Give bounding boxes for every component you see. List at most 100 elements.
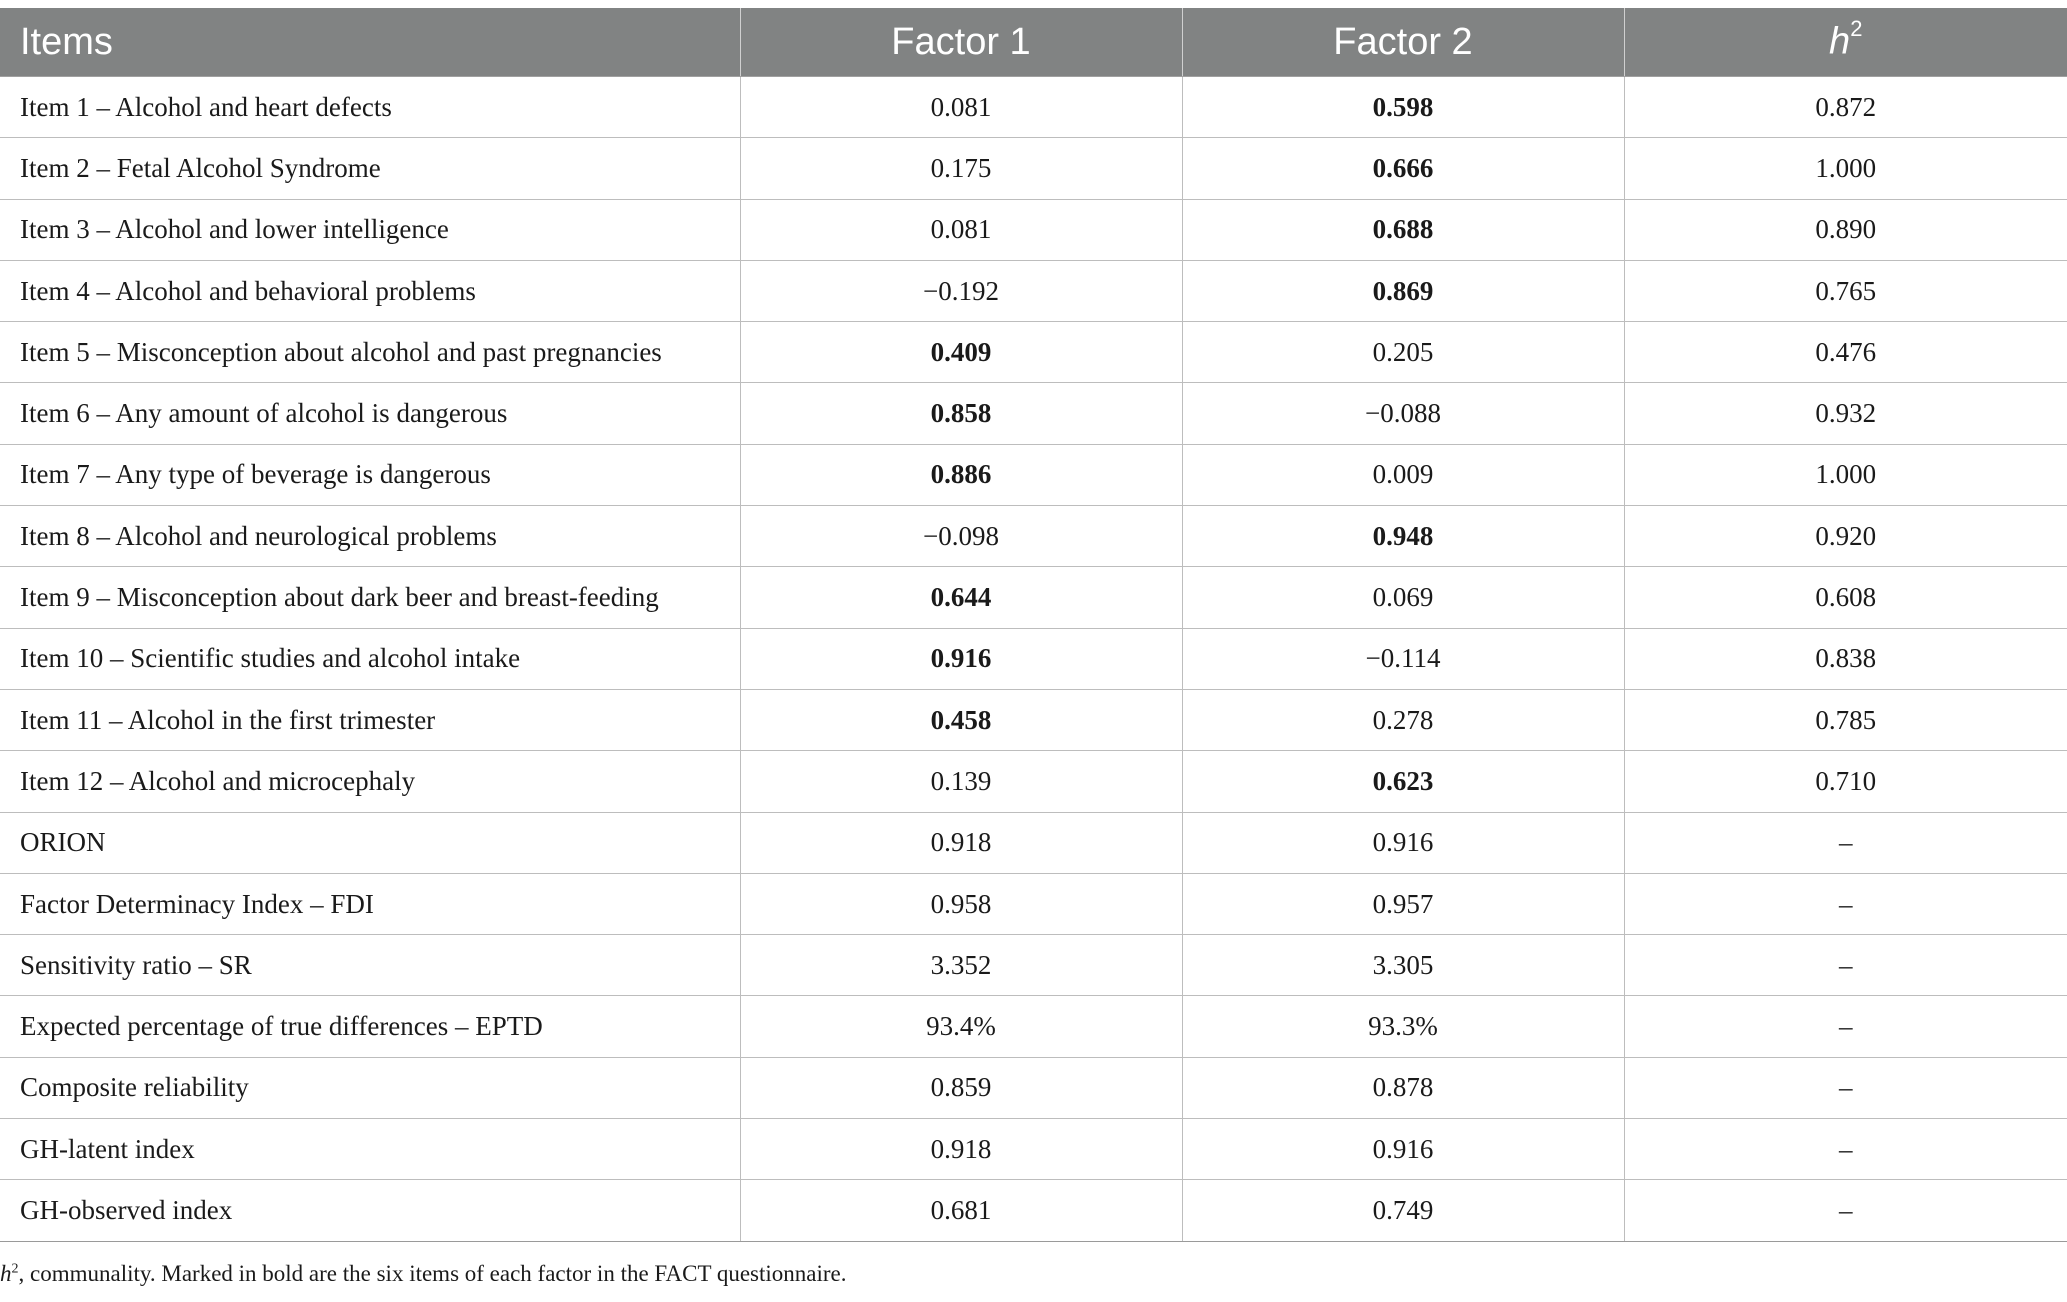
header-communality-symbol: h [1829, 20, 1851, 63]
factor-loadings-table: Items Factor 1 Factor 2 h2 Item 1 – Alco… [0, 8, 2067, 1242]
cell-item: ORION [0, 811, 741, 874]
table-row: Factor Determinacy Index – FDI 0.958 0.957… [0, 872, 2067, 936]
cell-item: Expected percentage of true differences … [0, 995, 741, 1058]
cell-communality: 0.920 [1623, 505, 2067, 568]
table-row: ORION 0.918 0.916– [0, 811, 2067, 874]
cell-factor-2: 0.916 [1181, 1118, 1625, 1181]
cell-factor-1: 0.458 [739, 688, 1183, 752]
cell-communality: – [1623, 995, 2067, 1058]
table-row: Item 5 – Misconception about alcohol and… [0, 321, 2067, 384]
header-communality-sup: 2 [1850, 16, 1863, 42]
cell-factor-1: 0.918 [739, 1118, 1183, 1181]
cell-factor-2: −0.114 [1181, 627, 1625, 690]
table-row: Item 8 – Alcohol and neurological proble… [0, 505, 2067, 568]
cell-item: Item 10 – Scientific studies and alcohol… [0, 627, 741, 690]
cell-factor-1: −0.192 [739, 259, 1183, 323]
header-items: Items [0, 8, 741, 77]
cell-item: Sensitivity ratio – SR [0, 934, 741, 997]
cell-factor-2: 3.305 [1181, 934, 1625, 997]
cell-factor-1: 0.916 [739, 627, 1183, 690]
table-row: Item 7 – Any type of beverage is dangero… [0, 443, 2067, 507]
table-row: Item 10 – Scientific studies and alcohol… [0, 627, 2067, 690]
table-row: Composite reliability 0.859 0.878– [0, 1056, 2067, 1120]
cell-item: Item 2 – Fetal Alcohol Syndrome [0, 137, 741, 200]
cell-communality: 1.000 [1623, 137, 2067, 200]
cell-item: GH-observed index [0, 1179, 741, 1242]
cell-factor-1: 0.918 [739, 811, 1183, 874]
table-row: GH-observed index 0.681 0.749– [0, 1179, 2067, 1242]
cell-factor-2: 0.688 [1181, 198, 1625, 261]
cell-factor-2: 0.069 [1181, 566, 1625, 629]
table-row: Item 3 – Alcohol and lower intelligence 0… [0, 198, 2067, 261]
cell-item: Item 7 – Any type of beverage is dangero… [0, 443, 741, 507]
cell-factor-2: 0.009 [1181, 443, 1625, 507]
cell-communality: – [1623, 872, 2067, 936]
cell-factor-1: 0.409 [739, 321, 1183, 384]
cell-item: Item 1 – Alcohol and heart defects [0, 75, 741, 139]
cell-item: Item 8 – Alcohol and neurological proble… [0, 505, 741, 568]
cell-item: Item 6 – Any amount of alcohol is danger… [0, 382, 741, 445]
cell-factor-2: −0.088 [1181, 382, 1625, 445]
cell-item: Item 11 – Alcohol in the first trimester [0, 688, 741, 752]
cell-factor-1: 0.859 [739, 1056, 1183, 1120]
footnote-sup: 2 [11, 1261, 19, 1277]
cell-factor-2: 0.623 [1181, 750, 1625, 813]
cell-communality: 0.710 [1623, 750, 2067, 813]
table-row: Item 9 – Misconception about dark beer a… [0, 566, 2067, 629]
cell-factor-1: 0.644 [739, 566, 1183, 629]
cell-item: Composite reliability [0, 1056, 741, 1120]
table-body: Item 1 – Alcohol and heart defects 0.081 0… [0, 75, 2067, 1242]
table-row: Item 1 – Alcohol and heart defects 0.081 0… [0, 75, 2067, 139]
cell-factor-1: 0.886 [739, 443, 1183, 507]
cell-item: Factor Determinacy Index – FDI [0, 872, 741, 936]
cell-factor-2: 0.878 [1181, 1056, 1625, 1120]
cell-factor-1: 0.139 [739, 750, 1183, 813]
table-header-row: Items Factor 1 Factor 2 h2 [0, 8, 2067, 77]
table-row: Item 6 – Any amount of alcohol is danger… [0, 382, 2067, 445]
cell-factor-2: 0.916 [1181, 811, 1625, 874]
footnote-text: , communality. Marked in bold are the si… [18, 1261, 847, 1286]
cell-item: Item 5 – Misconception about alcohol and… [0, 321, 741, 384]
cell-factor-1: 0.081 [739, 75, 1183, 139]
table-row: Item 4 – Alcohol and behavioral problems… [0, 259, 2067, 323]
cell-factor-1: 0.081 [739, 198, 1183, 261]
header-communality: h2 [1623, 8, 2067, 77]
cell-factor-1: 0.175 [739, 137, 1183, 200]
cell-communality: 0.872 [1623, 75, 2067, 139]
cell-communality: 0.932 [1623, 382, 2067, 445]
cell-communality: – [1623, 1179, 2067, 1242]
cell-factor-2: 0.749 [1181, 1179, 1625, 1242]
cell-item: Item 12 – Alcohol and microcephaly [0, 750, 741, 813]
cell-factor-1: 0.858 [739, 382, 1183, 445]
table-row: Expected percentage of true differences … [0, 995, 2067, 1058]
cell-item: Item 9 – Misconception about dark beer a… [0, 566, 741, 629]
cell-item: Item 4 – Alcohol and behavioral problems [0, 259, 741, 323]
header-factor-1: Factor 1 [739, 8, 1183, 77]
cell-communality: 1.000 [1623, 443, 2067, 507]
table-footnote: h2, communality. Marked in bold are the … [0, 1261, 847, 1287]
table-row: Item 11 – Alcohol in the first trimester… [0, 688, 2067, 752]
cell-factor-2: 0.666 [1181, 137, 1625, 200]
cell-communality: 0.785 [1623, 688, 2067, 752]
cell-communality: 0.476 [1623, 321, 2067, 384]
cell-factor-2: 0.278 [1181, 688, 1625, 752]
table-row: Item 2 – Fetal Alcohol Syndrome 0.175 0.66… [0, 137, 2067, 200]
data-table-container: Items Factor 1 Factor 2 h2 Item 1 – Alco… [0, 8, 2067, 1242]
cell-factor-2: 0.948 [1181, 505, 1625, 568]
cell-communality: – [1623, 811, 2067, 874]
cell-factor-1: 93.4% [739, 995, 1183, 1058]
cell-factor-1: 0.681 [739, 1179, 1183, 1242]
cell-factor-1: −0.098 [739, 505, 1183, 568]
cell-communality: – [1623, 1118, 2067, 1181]
table-row: Sensitivity ratio – SR 3.352 3.305– [0, 934, 2067, 997]
cell-factor-2: 0.205 [1181, 321, 1625, 384]
cell-item: Item 3 – Alcohol and lower intelligence [0, 198, 741, 261]
cell-factor-2: 93.3% [1181, 995, 1625, 1058]
cell-communality: 0.838 [1623, 627, 2067, 690]
cell-factor-2: 0.869 [1181, 259, 1625, 323]
cell-item: GH-latent index [0, 1118, 741, 1181]
cell-communality: – [1623, 1056, 2067, 1120]
cell-communality: 0.765 [1623, 259, 2067, 323]
table-row: GH-latent index 0.918 0.916– [0, 1118, 2067, 1181]
cell-factor-1: 3.352 [739, 934, 1183, 997]
